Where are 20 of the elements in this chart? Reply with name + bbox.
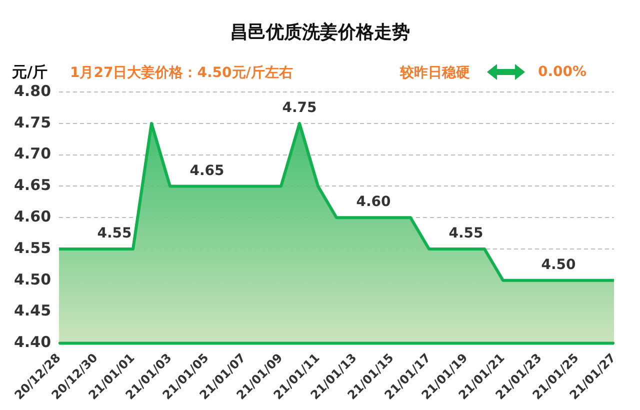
chart-title: 昌邑优质洗姜价格走势	[229, 21, 411, 44]
data-label: 4.50	[541, 257, 576, 274]
y-tick-label: 4.75	[14, 113, 52, 132]
y-tick-label: 4.45	[14, 302, 52, 320]
y-tick-label: 4.50	[14, 270, 52, 288]
data-label: 4.55	[97, 226, 132, 242]
data-label: 4.60	[356, 194, 392, 210]
data-label: 4.65	[190, 162, 224, 179]
text: 0.00%	[538, 64, 587, 80]
data-label: 4.75	[282, 100, 317, 116]
y-tick-label: 4.80	[14, 82, 52, 100]
y-tick-label: 4.70	[14, 144, 52, 163]
y-tick-label: 4.60	[14, 207, 52, 226]
y-tick-label: 4.40	[14, 333, 52, 352]
text: 1月27日大姜价格：4.50元/斤左右	[70, 64, 293, 82]
y-tick-label: 4.65	[14, 176, 52, 194]
y-axis-title: 元/斤	[12, 63, 48, 82]
data-label: 4.55	[448, 226, 484, 242]
y-tick-label: 4.55	[14, 238, 52, 257]
text: 较昨日稳硬	[400, 64, 470, 82]
